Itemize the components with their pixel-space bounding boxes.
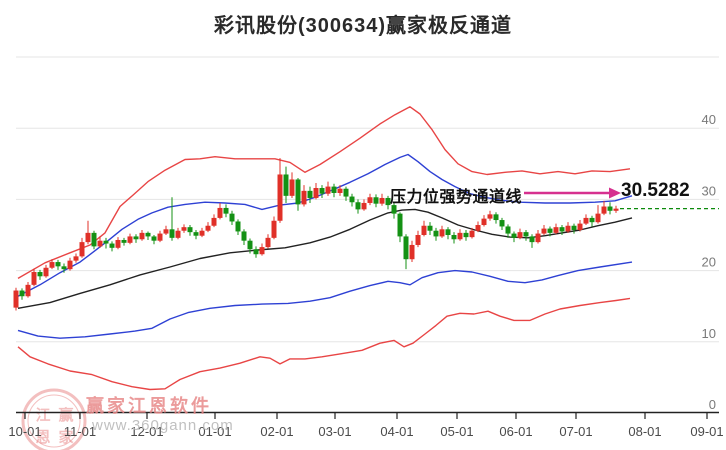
series-lower-blue-channel [17,261,633,339]
svg-text:恩: 恩 [35,429,50,446]
x-tick-label: 06-01 [499,424,532,439]
x-tick-label: 02-01 [260,424,293,439]
svg-text:家: 家 [58,428,73,446]
watermark-seal-logo: 江赢恩家 [21,388,87,450]
watermark-brand-text: 赢家江恩软件 [86,396,212,416]
x-tick-label: 09-01 [690,424,723,439]
y-axis-labels: 40 30 20 10 0 [702,112,716,412]
x-tick-label: 11-01 [64,424,96,439]
series-upper-red-channel [17,106,631,280]
svg-text:赢: 赢 [58,406,73,424]
y-tick-label: 40 [702,112,716,127]
page-title: 彩讯股份(300634)赢家极反通道 [213,15,513,37]
x-tick-label: 05-01 [440,424,473,439]
y-tick-label: 0 [709,397,716,412]
svg-text:江: 江 [35,406,50,424]
candles [13,158,619,311]
annotation-arrow [524,187,621,199]
y-tick-label: 20 [702,255,716,270]
x-tick-label: 12-01 [130,424,163,439]
resistance-annotation-label: 压力位强势通道线 [390,189,523,206]
x-tick-label: 04-01 [380,424,413,439]
x-tick-label: 01-01 [198,424,231,439]
series-upper-blue-channel [17,153,633,297]
watermark-url-text: www.360gann.com [92,417,234,434]
resistance-annotation-value: 30.5282 [621,180,690,201]
x-tick-label: 08-01 [628,424,661,439]
x-tick-label: 07-01 [559,424,592,439]
series-lower-red-channel [17,297,631,391]
x-axis: 10-01 11-01 12-01 01-01 02-01 03-01 04-01 05-01… [8,411,724,439]
x-tick-label: 10-01 [8,424,41,439]
y-tick-label: 10 [702,326,716,341]
y-tick-label: 30 [702,183,716,198]
x-tick-label: 03-01 [318,424,351,439]
